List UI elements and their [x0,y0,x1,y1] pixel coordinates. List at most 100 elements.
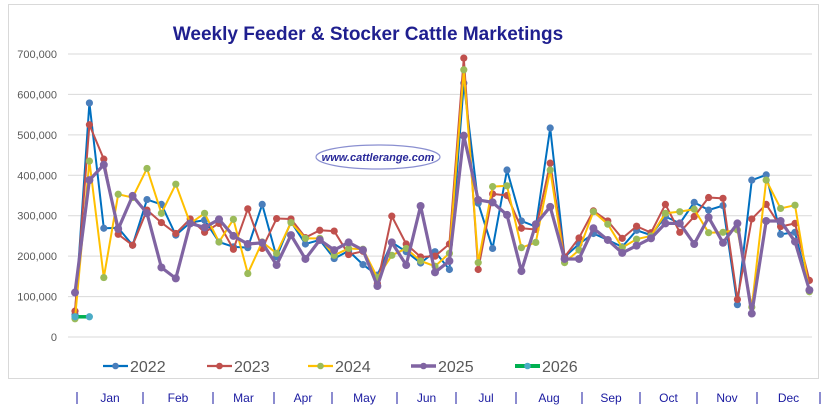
data-point-2024[interactable] [417,257,425,265]
data-point-2025[interactable] [85,176,94,185]
data-point-2022[interactable] [733,301,742,309]
data-point-2025[interactable] [747,309,756,318]
data-point-2025[interactable] [359,246,367,255]
data-point-2022[interactable] [762,171,770,179]
data-point-2025[interactable] [416,202,425,211]
data-point-2024[interactable] [719,228,727,236]
data-point-2025[interactable] [531,220,540,229]
data-point-2025[interactable] [71,288,79,297]
data-point-2023[interactable] [705,193,713,202]
data-point-2025[interactable] [344,238,353,247]
data-point-2024[interactable] [114,190,122,198]
data-point-2024[interactable] [273,249,281,257]
data-point-2025[interactable] [215,215,223,224]
data-point-2022[interactable] [359,261,367,269]
data-point-2022[interactable] [777,230,785,238]
data-point-2026[interactable] [71,313,79,321]
data-point-2024[interactable] [215,238,223,246]
data-point-2025[interactable] [776,216,785,225]
data-point-2025[interactable] [503,210,511,219]
data-point-2024[interactable] [244,269,252,278]
data-point-2025[interactable] [229,231,238,240]
data-point-2025[interactable] [99,160,108,169]
data-point-2025[interactable] [690,240,699,249]
data-point-2022[interactable] [546,124,554,132]
data-point-2025[interactable] [474,195,483,204]
data-point-2024[interactable] [474,259,482,267]
data-point-2024[interactable] [604,220,612,228]
data-point-2025[interactable] [287,231,295,240]
data-point-2025[interactable] [546,202,555,211]
data-point-2025[interactable] [315,235,324,244]
data-point-2022[interactable] [503,166,511,174]
data-point-2023[interactable] [748,215,756,223]
data-point-2025[interactable] [330,246,339,255]
data-point-2023[interactable] [273,214,281,223]
data-point-2024[interactable] [301,234,309,242]
data-point-2023[interactable] [690,212,698,221]
data-point-2024[interactable] [762,176,770,184]
data-point-2025[interactable] [661,219,670,228]
legend-item-2023[interactable]: 2023 [207,359,270,376]
data-point-2023[interactable] [633,222,641,230]
data-point-2024[interactable] [661,209,670,217]
data-point-2022[interactable] [301,240,309,248]
data-point-2025[interactable] [733,219,742,228]
data-point-2025[interactable] [618,248,627,257]
data-point-2023[interactable] [316,226,324,234]
data-point-2025[interactable] [445,256,454,265]
data-point-2024[interactable] [517,244,526,252]
data-point-2025[interactable] [647,234,655,243]
data-point-2024[interactable] [676,208,684,216]
data-point-2023[interactable] [388,212,396,220]
data-point-2024[interactable] [172,180,180,188]
data-point-2024[interactable] [100,273,108,282]
data-point-2023[interactable] [157,218,165,227]
data-point-2023[interactable] [129,241,137,249]
data-point-2024[interactable] [85,157,93,165]
data-point-2023[interactable] [719,194,727,202]
data-point-2024[interactable] [633,235,641,243]
data-point-2025[interactable] [675,219,684,228]
data-point-2025[interactable] [258,238,267,247]
data-point-2025[interactable] [488,198,497,207]
data-point-2024[interactable] [287,218,295,227]
data-point-2023[interactable] [229,245,237,253]
data-point-2023[interactable] [676,228,684,236]
data-point-2025[interactable] [171,274,180,283]
data-point-2022[interactable] [143,195,151,204]
data-point-2025[interactable] [762,216,771,225]
data-point-2023[interactable] [460,54,468,62]
data-point-2024[interactable] [705,229,713,237]
data-point-2025[interactable] [603,235,612,244]
data-point-2025[interactable] [431,268,439,277]
data-point-2025[interactable] [704,213,713,222]
data-point-2024[interactable] [489,183,497,191]
data-point-2025[interactable] [589,224,598,233]
data-point-2024[interactable] [532,238,540,246]
data-point-2025[interactable] [157,263,166,272]
data-point-2023[interactable] [100,155,108,163]
data-point-2024[interactable] [402,244,410,253]
data-point-2024[interactable] [201,209,209,217]
data-point-2025[interactable] [243,240,252,249]
legend-item-2026[interactable]: 2026 [515,359,578,376]
data-point-2024[interactable] [460,66,468,74]
legend-item-2024[interactable]: 2024 [308,359,371,376]
data-point-2025[interactable] [459,131,468,140]
data-point-2022[interactable] [100,224,108,232]
data-point-2025[interactable] [200,223,209,232]
data-point-2025[interactable] [128,191,137,200]
data-point-2022[interactable] [489,244,497,253]
legend-item-2022[interactable]: 2022 [103,359,166,376]
data-point-2025[interactable] [373,282,382,291]
data-point-2025[interactable] [301,254,310,263]
data-point-2024[interactable] [157,209,165,217]
data-point-2025[interactable] [402,261,411,270]
data-point-2023[interactable] [345,250,353,259]
data-point-2023[interactable] [244,205,252,213]
data-point-2025[interactable] [143,209,151,218]
data-point-2023[interactable] [546,159,554,167]
data-point-2024[interactable] [791,201,799,209]
data-point-2022[interactable] [445,265,453,274]
